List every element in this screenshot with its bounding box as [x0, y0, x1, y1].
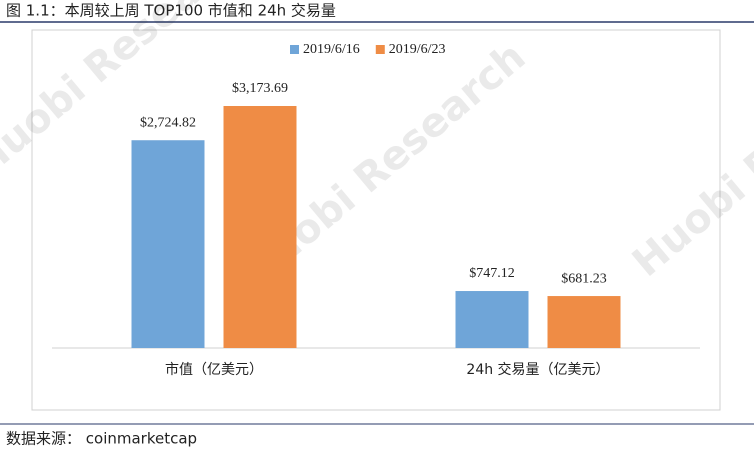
x-tick-label: 24h 交易量（亿美元） — [466, 361, 609, 378]
data-label: $3,173.69 — [232, 81, 288, 96]
data-label: $681.23 — [561, 271, 607, 286]
legend-swatch — [290, 45, 299, 54]
x-tick-label: 市值（亿美元） — [165, 361, 263, 378]
source: 数据来源： coinmarketcap — [6, 430, 197, 448]
legend-label: 2019/6/23 — [389, 42, 446, 57]
legend-label: 2019/6/16 — [303, 42, 360, 57]
legend-swatch — [375, 45, 385, 54]
chart-title: 图 1.1：本周较上周 TOP100 市值和 24h 交易量 — [6, 2, 336, 20]
bar — [223, 106, 297, 348]
bar — [131, 140, 205, 348]
watermark: Huobi Research — [624, 24, 754, 286]
data-label: $747.12 — [469, 266, 515, 281]
bar — [455, 291, 529, 348]
bar — [547, 296, 621, 348]
data-label: $2,724.82 — [140, 115, 196, 130]
watermarks: Huobi Research Huobi Research Huobi Rese… — [0, 0, 754, 296]
chart-frame — [31, 29, 721, 411]
